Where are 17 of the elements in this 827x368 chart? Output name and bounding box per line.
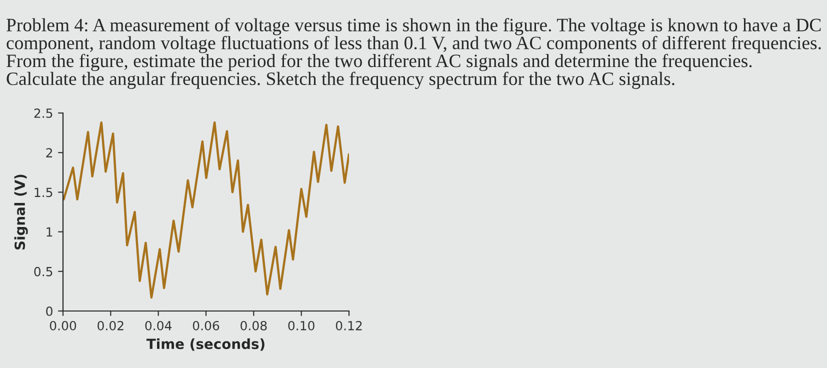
- y-tick-label: 0.5: [34, 266, 52, 276]
- x-tick-label: 0.10: [288, 320, 314, 330]
- y-tick-label: 2.5: [34, 108, 52, 118]
- y-tick-label: 1: [46, 227, 52, 237]
- y-tick-label: 1.5: [34, 188, 52, 198]
- x-axis-title: Time (seconds): [146, 338, 264, 351]
- y-axis-title: Signal (V): [14, 174, 28, 250]
- text: Problem 4: A measurement of voltage versus time is shown in the figure. The voltage is known to have a DC component, random voltage fluctuations of less than 0.1 V, and two AC components of different frequencies. From the figure, estimate the period for the two different AC signals and determine the frequencies. Calculate the angular frequencies. Sketch the frequency spectrum for the two AC signals.: [6, 18, 821, 89]
- x-tick-label: 0.06: [192, 320, 220, 330]
- x-tick-label: 0.00: [50, 320, 76, 330]
- y-tick-label: 2: [46, 148, 52, 158]
- line-series: [63, 121, 349, 299]
- y-tick-label: 0: [46, 306, 52, 316]
- x-tick-label: 0.12: [336, 320, 362, 330]
- x-tick-label: 0.04: [145, 320, 172, 330]
- x-tick-label: 0.02: [98, 320, 124, 330]
- x-tick-label: 0.08: [240, 320, 267, 330]
